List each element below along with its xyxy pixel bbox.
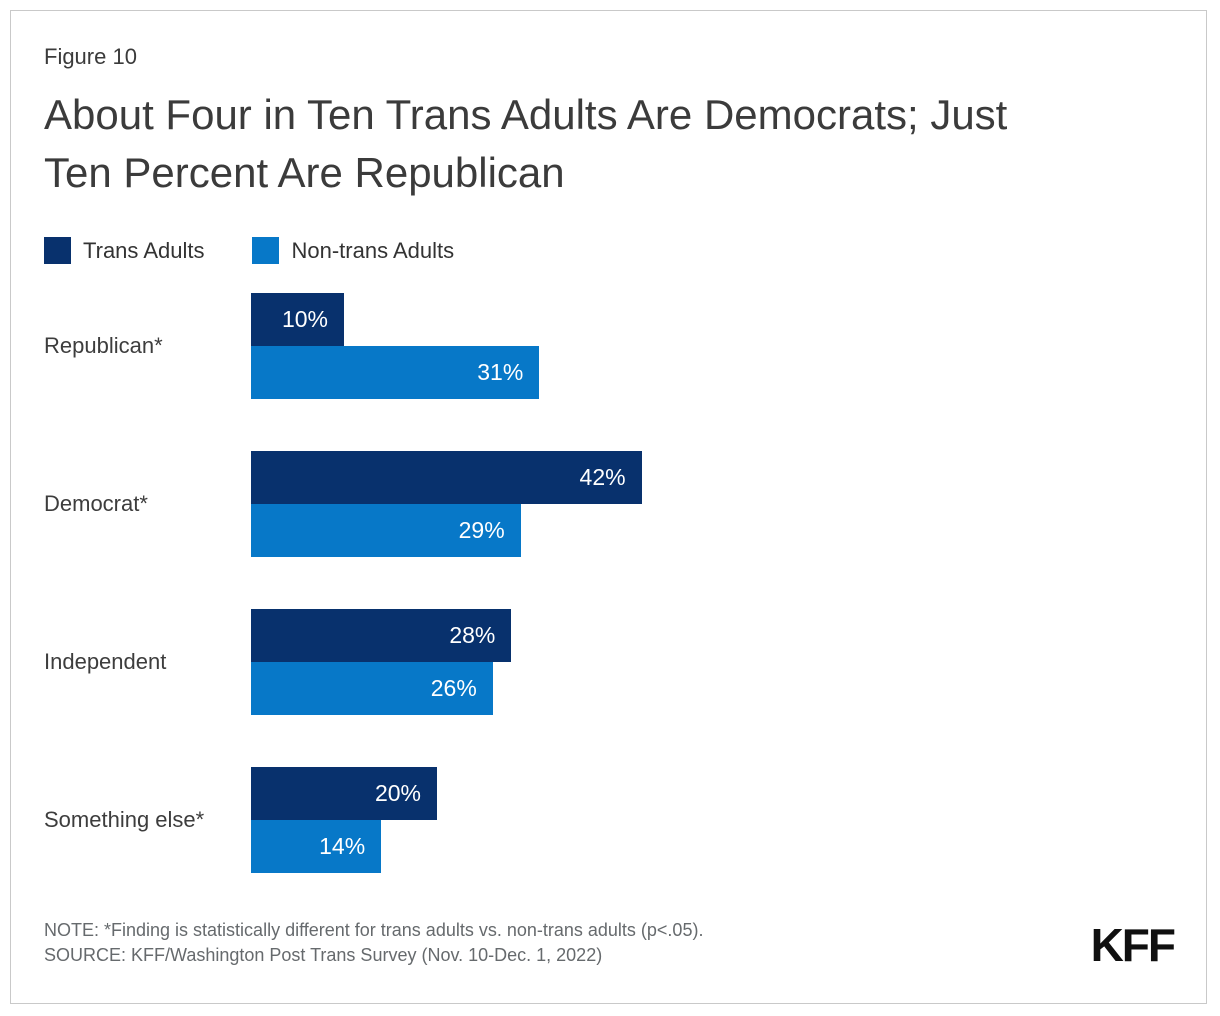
kff-logo: KFF: [1090, 919, 1176, 971]
chart-title: About Four in Ten Trans Adults Are Democ…: [44, 91, 1008, 196]
bar-value-label: 29%: [458, 517, 505, 543]
bar-non-trans-adults: 29%: [251, 504, 521, 557]
bar-value-label: 42%: [579, 464, 626, 490]
bar-group: 10% 31%: [251, 293, 540, 399]
figure-number: Figure 10: [44, 44, 137, 69]
bar-group: 28% 26%: [251, 609, 512, 715]
category-label: Republican*: [44, 333, 163, 358]
chart-row: Something else* 20% 14%: [44, 767, 1206, 873]
legend-swatch: [252, 237, 280, 264]
source-text: SOURCE: KFF/Washington Post Trans Survey…: [44, 945, 603, 965]
bar-trans-adults: 28%: [251, 609, 512, 662]
bar-trans-adults: 20%: [251, 767, 437, 820]
footer: NOTE: *Finding is statistically differen…: [44, 918, 1206, 968]
bar-value-label: 14%: [319, 833, 366, 859]
bar-value-label: 10%: [281, 306, 328, 332]
legend-item: Non-trans Adults: [252, 237, 454, 264]
bar-trans-adults: 10%: [251, 293, 344, 346]
bar-non-trans-adults: 26%: [251, 662, 493, 715]
category-label: Democrat*: [44, 491, 148, 516]
legend-item: Trans Adults: [44, 237, 204, 264]
bar-value-label: 26%: [430, 675, 477, 701]
bar-value-label: 28%: [449, 622, 496, 648]
bar-group: 20% 14%: [251, 767, 437, 873]
chart-row: Independent 28% 26%: [44, 609, 1206, 715]
legend-label: Trans Adults: [83, 237, 205, 263]
category-label: Independent: [44, 649, 167, 674]
chart-row: Democrat* 42% 29%: [44, 451, 1206, 557]
note-text: NOTE: *Finding is statistically differen…: [44, 920, 704, 940]
figure-card: Figure 10 About Four in Ten Trans Adults…: [10, 10, 1207, 1004]
bar-value-label: 31%: [477, 359, 524, 385]
bar-trans-adults: 42%: [251, 451, 642, 504]
footnotes: NOTE: *Finding is statistically differen…: [44, 918, 703, 968]
legend-label: Non-trans Adults: [291, 237, 455, 263]
chart-row: Republican* 10% 31%: [44, 293, 1206, 399]
legend: Trans Adults Non-trans Adults: [44, 236, 1206, 265]
bar-non-trans-adults: 31%: [251, 346, 540, 399]
bar-value-label: 20%: [374, 780, 421, 806]
category-label: Something else*: [44, 807, 205, 832]
bar-non-trans-adults: 14%: [251, 820, 382, 873]
bar-chart: Republican* 10% 31% Democrat* 42% 29% Independ…: [44, 293, 1206, 873]
legend-swatch: [44, 237, 71, 264]
bar-group: 42% 29%: [251, 451, 642, 557]
